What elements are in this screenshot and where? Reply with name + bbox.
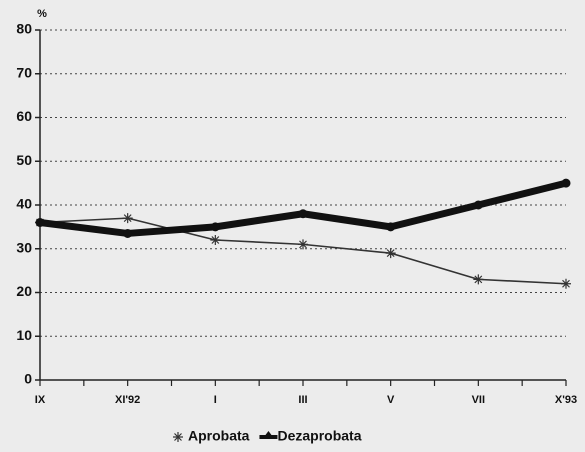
legend-marker	[173, 432, 183, 442]
y-tick-label: 70	[16, 64, 32, 80]
x-tick-label: X'93	[555, 394, 577, 406]
y-tick-label: 50	[16, 152, 32, 168]
y-tick-label: 10	[16, 327, 32, 343]
data-point	[35, 218, 45, 227]
data-point	[561, 278, 571, 289]
legend-label: Dezaprobata	[277, 428, 361, 444]
legend-marker	[262, 431, 275, 439]
y-tick-label: 40	[16, 196, 32, 212]
data-point	[386, 222, 396, 232]
x-tick-label: I	[214, 394, 217, 406]
x-tick-label: VII	[472, 394, 485, 406]
data-point	[473, 274, 484, 285]
y-tick-label: 20	[16, 283, 32, 299]
data-point	[122, 213, 133, 224]
y-tick-label: 80	[16, 21, 32, 37]
y-axis-label: %	[37, 8, 47, 20]
data-point	[473, 200, 483, 210]
data-point	[298, 239, 308, 250]
x-tick-label: V	[387, 394, 395, 406]
data-point	[210, 222, 220, 232]
data-point	[385, 248, 396, 259]
x-tick-label: III	[298, 394, 307, 406]
legend-label: Aprobata	[188, 428, 250, 444]
y-tick-label: 60	[16, 108, 32, 124]
x-tick-label: IX	[35, 394, 46, 406]
y-tick-label: 0	[24, 371, 32, 387]
y-tick-label: 30	[16, 239, 32, 255]
data-point	[298, 209, 308, 219]
data-point	[123, 228, 133, 238]
x-tick-label: XI'92	[115, 394, 140, 406]
data-point	[561, 178, 571, 188]
data-point	[210, 235, 221, 245]
